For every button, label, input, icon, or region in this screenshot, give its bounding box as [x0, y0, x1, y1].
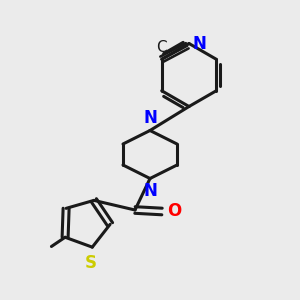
Text: S: S	[85, 254, 97, 272]
Text: N: N	[193, 35, 206, 53]
Text: C: C	[156, 40, 167, 55]
Text: O: O	[167, 202, 182, 220]
Text: N: N	[143, 109, 157, 127]
Text: N: N	[143, 182, 157, 200]
